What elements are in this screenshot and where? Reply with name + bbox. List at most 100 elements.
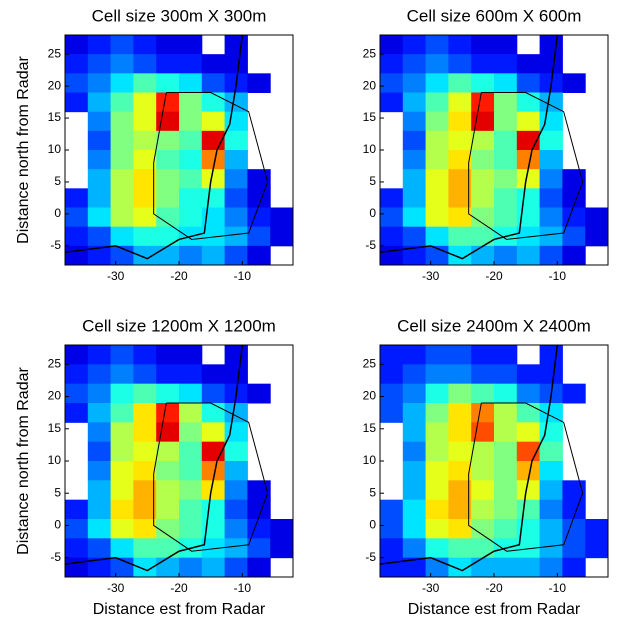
coast-line (65, 35, 244, 260)
panel-title: Cell size 1200m X 1200m (82, 316, 276, 335)
heat-cell (65, 345, 89, 365)
heat-cell (87, 403, 112, 423)
heat-cell (539, 207, 563, 228)
heat-cell (448, 207, 472, 228)
heat-cell (402, 538, 427, 559)
heat-cell (133, 73, 157, 93)
heat-cell (425, 188, 449, 208)
heat-cell (448, 480, 472, 501)
heat-cell (65, 383, 89, 404)
y-tick-label: 15 (363, 110, 377, 124)
boundary-outline (153, 402, 269, 552)
heat-cell (156, 557, 180, 577)
heat-cell (539, 538, 563, 559)
panel: Cell size 300m X 300m -30 -20 -10 -5 0 5 10 15 20… (15, 6, 294, 283)
x-tick-label: -30 (422, 269, 440, 283)
heat-cell (539, 499, 563, 520)
heat-cell (516, 499, 541, 520)
heat-cell (201, 245, 226, 265)
heat-cell (156, 73, 180, 93)
heat-cell (471, 364, 495, 385)
heat-cell (133, 364, 157, 385)
heat-cell (179, 54, 203, 74)
heat-cell (156, 383, 180, 404)
heat-cell (179, 364, 203, 385)
heat-cell (224, 499, 248, 520)
heat-cell (156, 35, 180, 55)
heat-cell (539, 557, 563, 577)
heat-cell (224, 188, 248, 208)
y-tick-label: 5 (369, 485, 376, 499)
heat-cell (110, 35, 134, 55)
heat-cell (516, 461, 541, 481)
heat-cell (516, 403, 541, 423)
heat-cell (562, 538, 586, 559)
heat-cell (402, 557, 427, 577)
heat-cell (402, 364, 427, 385)
heat-cell (133, 111, 157, 132)
heat-cell (494, 345, 518, 365)
heat-cell (156, 245, 180, 265)
y-axis-label: Distance north from Radar (15, 367, 32, 555)
heat-cell (110, 461, 134, 481)
heat-cell (539, 345, 563, 365)
coast-line (380, 35, 559, 260)
panel: Cell size 1200m X 1200m -30 -20 -10 -5 0 5 10 15… (15, 316, 294, 618)
heat-cell (224, 345, 248, 365)
heat-cell (516, 364, 541, 385)
heat-cell (201, 383, 226, 404)
y-tick-label: 0 (54, 518, 61, 532)
heat-cell (179, 111, 203, 132)
heat-cell (448, 188, 472, 208)
heat-cell (133, 130, 157, 151)
y-tick-label: 10 (48, 453, 62, 467)
heat-cell (201, 92, 226, 113)
x-tick-label: -30 (422, 581, 440, 595)
heat-cell (562, 73, 586, 93)
heat-cell (425, 73, 449, 93)
heat-cell (380, 245, 404, 265)
heat-cell (471, 345, 495, 365)
heat-cell (402, 150, 427, 170)
heat-cell (133, 188, 157, 208)
heat-cell (201, 150, 226, 170)
coast-line (65, 345, 244, 572)
heat-cell (516, 422, 541, 443)
heat-cell (516, 245, 541, 265)
heat-cell (179, 403, 203, 423)
boundary-outline (468, 92, 584, 240)
heat-cell (402, 441, 427, 462)
heat-cell (380, 364, 404, 385)
panel: Cell size 600m X 600m -30 -20 -10 -5 0 5 10 15 20… (363, 6, 609, 283)
heat-cell (494, 557, 518, 577)
heat-cell (448, 54, 472, 74)
heat-cell (402, 245, 427, 265)
heat-cell (562, 169, 586, 189)
heat-cell (380, 345, 404, 365)
heat-cell (133, 207, 157, 228)
y-tick-label: 5 (54, 174, 61, 188)
heat-cell (87, 519, 112, 539)
y-tick-label: 25 (48, 46, 62, 60)
heat-cell (247, 188, 271, 208)
heat-cell (402, 422, 427, 443)
heat-cell (539, 480, 563, 501)
heat-cell (201, 364, 226, 385)
heat-cell (562, 226, 586, 247)
heat-cell (201, 403, 226, 423)
heat-cell (471, 73, 495, 93)
heat-cell (516, 92, 541, 113)
x-tick-label: -30 (107, 269, 125, 283)
heat-cell (87, 150, 112, 170)
heat-cell (110, 150, 134, 170)
y-tick-label: 10 (363, 453, 377, 467)
heat-cell (539, 54, 563, 74)
heat-cell (110, 519, 134, 539)
heat-cell (448, 557, 472, 577)
plot-area (380, 35, 608, 265)
heat-cell (380, 226, 404, 247)
x-tick-label: -10 (549, 269, 567, 283)
heat-cell (448, 403, 472, 423)
heat-cell (471, 441, 495, 462)
heat-cell (110, 111, 134, 132)
